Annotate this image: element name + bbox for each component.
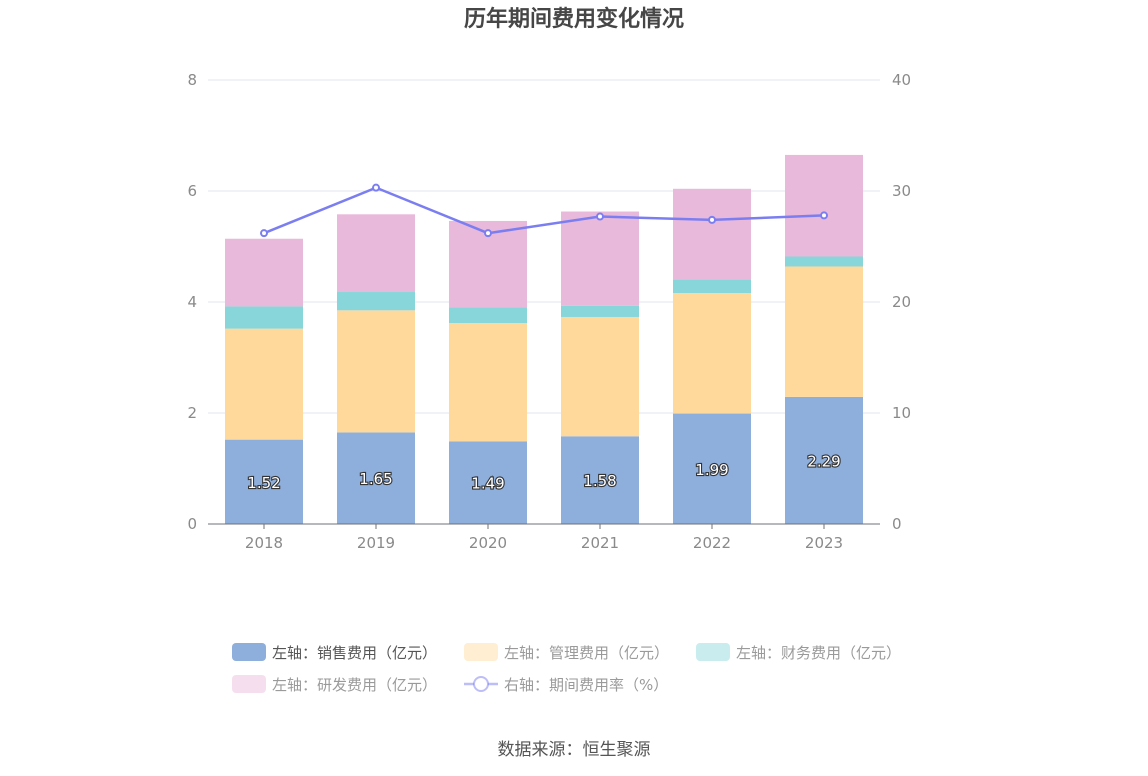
left-tick-label: 0 bbox=[187, 515, 197, 533]
bar-segment bbox=[785, 256, 863, 267]
x-tick-label: 2023 bbox=[805, 534, 843, 552]
legend-label: 左轴：管理费用（亿元） bbox=[504, 644, 669, 662]
source-note: 数据来源：恒生聚源 bbox=[498, 740, 651, 760]
x-tick-label: 2020 bbox=[469, 534, 507, 552]
bar-segment bbox=[561, 211, 639, 306]
left-axis: 0 2 4 6 8 bbox=[187, 71, 197, 533]
left-tick-label: 6 bbox=[187, 182, 197, 200]
bar-segment bbox=[785, 154, 863, 257]
bar-segment bbox=[225, 439, 303, 524]
x-tick-label: 2021 bbox=[581, 534, 619, 552]
right-tick-label: 30 bbox=[892, 182, 911, 200]
legend-label: 左轴：财务费用（亿元） bbox=[736, 644, 901, 662]
line-point bbox=[596, 212, 604, 221]
legend-label: 右轴：期间费用率（%） bbox=[504, 676, 668, 694]
legend-item: 左轴：管理费用（亿元） bbox=[464, 643, 669, 662]
bar-segment bbox=[449, 441, 527, 524]
line-point bbox=[708, 215, 716, 224]
x-axis: 2018 2019 2020 2021 2022 2023 bbox=[245, 524, 843, 552]
bar-segment bbox=[785, 266, 863, 397]
legend-swatch bbox=[464, 643, 498, 661]
right-tick-label: 10 bbox=[892, 404, 911, 422]
bar-segment bbox=[449, 307, 527, 324]
legend-item: 左轴：销售费用（亿元） bbox=[232, 643, 437, 662]
left-tick-label: 8 bbox=[187, 71, 197, 89]
line-point bbox=[820, 211, 828, 220]
legend-item: 左轴：财务费用（亿元） bbox=[696, 643, 901, 662]
legend-label: 左轴：销售费用（亿元） bbox=[272, 644, 437, 662]
bar-segment bbox=[337, 214, 415, 293]
bar-segment bbox=[337, 310, 415, 433]
bar-segment bbox=[561, 305, 639, 317]
bar-segment bbox=[225, 328, 303, 440]
bar-segment bbox=[673, 293, 751, 414]
bar-value-label: 1.58 bbox=[583, 472, 616, 490]
right-tick-label: 0 bbox=[892, 515, 902, 533]
line-series bbox=[260, 183, 828, 238]
bar-segment bbox=[337, 292, 415, 311]
bar-segment bbox=[673, 279, 751, 294]
legend-swatch bbox=[232, 643, 266, 661]
bar-labels: 1.52 1.65 1.49 1.58 1.99 2.29 bbox=[246, 451, 842, 493]
right-axis: 0 10 20 30 40 bbox=[892, 71, 911, 533]
legend-label: 左轴：研发费用（亿元） bbox=[272, 676, 437, 694]
bar-value-label: 2.29 bbox=[807, 452, 840, 470]
legend-marker bbox=[473, 676, 489, 692]
right-tick-label: 20 bbox=[892, 293, 911, 311]
bar-value-label: 1.52 bbox=[247, 474, 280, 492]
bar-segment bbox=[225, 306, 303, 329]
bar-segment bbox=[673, 188, 751, 280]
bar-segment bbox=[225, 238, 303, 307]
bar-segment bbox=[673, 413, 751, 524]
bar-value-label: 1.49 bbox=[471, 475, 504, 493]
chart-title: 历年期间费用变化情况 bbox=[464, 6, 684, 32]
legend-item: 左轴：研发费用（亿元） bbox=[232, 675, 437, 694]
bar-segment bbox=[785, 396, 863, 524]
bar-value-label: 1.65 bbox=[359, 470, 392, 488]
legend-swatch bbox=[696, 643, 730, 661]
bar-segment bbox=[561, 316, 639, 437]
gridlines bbox=[208, 79, 880, 414]
bar-segment bbox=[337, 432, 415, 524]
legend-swatch bbox=[232, 675, 266, 693]
right-tick-label: 40 bbox=[892, 71, 911, 89]
left-tick-label: 4 bbox=[187, 293, 197, 311]
left-tick-label: 2 bbox=[187, 404, 197, 422]
bar-segment bbox=[561, 436, 639, 524]
legend: 左轴：销售费用（亿元） 左轴：管理费用（亿元） 左轴：财务费用（亿元） 左轴：研发费用… bbox=[232, 643, 901, 694]
x-tick-label: 2022 bbox=[693, 534, 731, 552]
x-tick-label: 2019 bbox=[357, 534, 395, 552]
bar-value-label: 1.99 bbox=[695, 461, 728, 479]
bar-series bbox=[225, 154, 863, 524]
line-point bbox=[484, 229, 492, 238]
line-path bbox=[263, 186, 825, 235]
line-point bbox=[260, 229, 268, 238]
line-point bbox=[372, 183, 380, 192]
x-tick-label: 2018 bbox=[245, 534, 283, 552]
legend-item: 右轴：期间费用率（%） bbox=[464, 676, 668, 694]
bar-segment bbox=[449, 323, 527, 442]
